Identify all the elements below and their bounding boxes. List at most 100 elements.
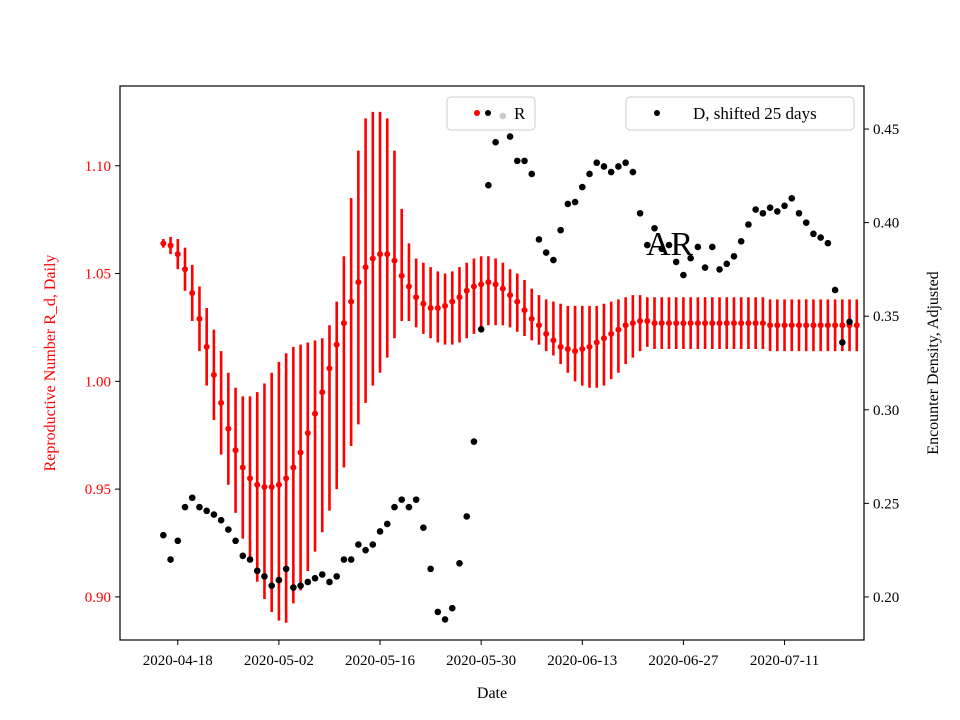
d-point	[376, 528, 384, 535]
r-point	[340, 320, 347, 327]
r-point	[398, 272, 405, 279]
d-point	[448, 604, 456, 612]
r-point	[470, 283, 477, 290]
d-point	[225, 526, 232, 533]
d-point	[362, 546, 369, 554]
d-point	[477, 326, 485, 333]
r-point	[832, 322, 839, 329]
r-point	[680, 320, 687, 327]
d-point	[311, 574, 319, 582]
d-point	[701, 264, 709, 271]
r-point	[608, 330, 615, 337]
r-point	[745, 320, 752, 327]
r-point	[723, 320, 730, 327]
d-point	[217, 516, 225, 524]
d-point	[680, 271, 687, 279]
r-point	[557, 343, 564, 350]
d-point	[391, 503, 398, 511]
d-point	[564, 200, 572, 208]
r-point	[333, 341, 340, 348]
d-point	[528, 170, 536, 178]
r-point	[709, 320, 716, 327]
r-point	[442, 302, 449, 309]
y-axis-left: 0.90 0.95 1.00 1.05 1.10	[85, 159, 120, 606]
d-point	[622, 159, 629, 167]
y-right-tick-label: 0.45	[873, 122, 899, 138]
r-point	[174, 251, 181, 258]
r-point	[485, 279, 492, 286]
d-point	[304, 578, 312, 586]
y-right-tick-label: 0.30	[873, 403, 899, 419]
d-point	[550, 256, 557, 264]
d-point	[383, 520, 391, 528]
r-point	[572, 348, 579, 355]
x-tick-label: 2020-04-18	[143, 653, 213, 669]
r-point	[730, 320, 737, 327]
d-point	[485, 181, 492, 189]
d-point	[246, 556, 254, 563]
d-point	[615, 163, 622, 170]
legend-d-frame	[625, 96, 855, 131]
legend-d-label: D, shifted 25 days	[693, 104, 817, 123]
r-point	[290, 464, 297, 471]
d-point	[687, 254, 694, 262]
r-point	[326, 365, 333, 372]
d-point	[261, 573, 268, 580]
legend-d-marker	[654, 110, 660, 116]
r-point	[507, 292, 514, 299]
r-point	[160, 240, 167, 247]
d-point	[709, 243, 716, 251]
r-point	[196, 315, 203, 322]
r-point	[210, 371, 217, 378]
r-point	[521, 307, 528, 314]
d-point	[167, 556, 174, 563]
d-point	[636, 209, 644, 217]
r-point	[622, 322, 629, 329]
r-point	[781, 322, 788, 329]
d-point	[420, 524, 427, 532]
r-point	[535, 322, 542, 329]
d-point	[513, 157, 521, 165]
d-point	[824, 239, 832, 247]
d-point	[369, 541, 377, 548]
d-point	[745, 221, 752, 228]
r-point	[377, 251, 384, 258]
r-point	[297, 449, 304, 456]
r-point	[203, 343, 210, 350]
d-point	[203, 507, 210, 515]
y-left-tick-label: 0.95	[85, 482, 111, 498]
d-point	[788, 194, 796, 202]
r-point	[384, 251, 391, 258]
d-point	[210, 511, 218, 518]
d-point	[253, 567, 261, 575]
d-point	[846, 318, 853, 326]
r-point	[362, 264, 369, 271]
d-point	[297, 582, 304, 590]
d-point	[535, 236, 543, 243]
r-point	[218, 399, 225, 406]
r-point	[261, 483, 268, 490]
d-point	[282, 565, 290, 573]
r-point	[463, 287, 470, 294]
r-point	[600, 335, 607, 342]
d-point	[434, 608, 442, 616]
d-point	[578, 183, 586, 191]
r-point	[348, 298, 355, 305]
r-point	[658, 320, 665, 327]
r-point	[579, 345, 586, 352]
d-point	[188, 494, 196, 502]
r-point	[391, 257, 398, 264]
r-point	[189, 289, 196, 296]
d-point	[571, 198, 579, 206]
d-point	[232, 537, 239, 545]
d-point	[463, 513, 471, 520]
r-point	[492, 281, 499, 288]
r-point	[319, 389, 326, 396]
d-point	[239, 552, 247, 560]
d-point	[160, 531, 167, 539]
d-point	[326, 578, 333, 586]
r-point	[716, 320, 723, 327]
d-point	[470, 438, 478, 445]
r-point	[810, 322, 817, 329]
